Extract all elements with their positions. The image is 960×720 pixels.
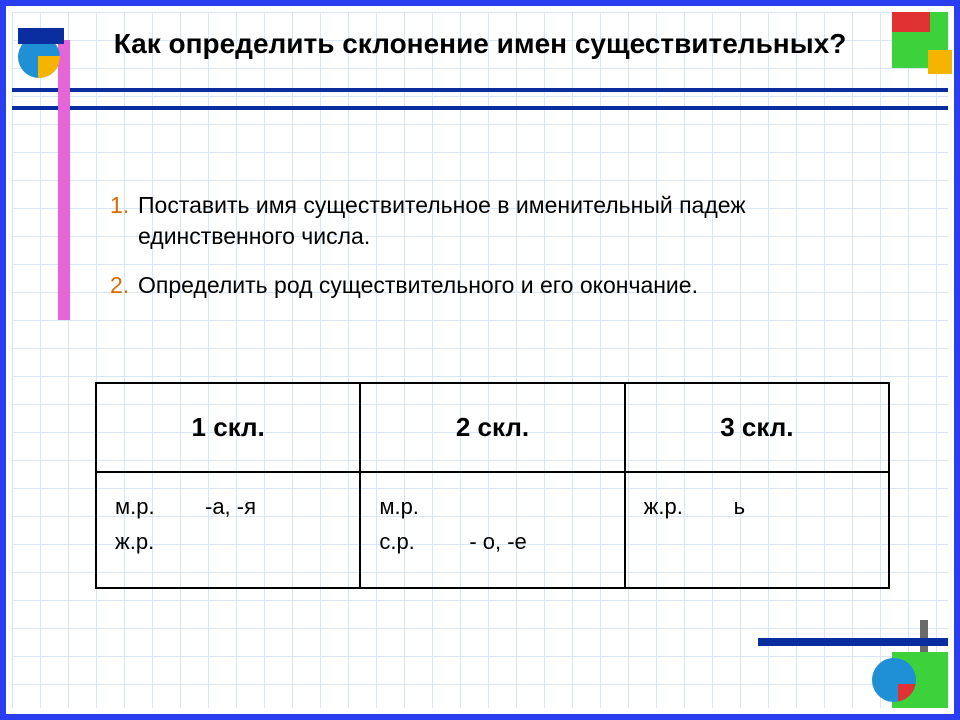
gender-label: м.р.	[115, 489, 175, 524]
col-header: 2 скл.	[360, 383, 624, 472]
list-text: Определить род существительного и его ок…	[138, 270, 698, 301]
endings: ь	[734, 489, 745, 524]
table-row: м.р. -а, -я ж.р. м.р. с.р. - о, -е	[96, 472, 889, 588]
declension-table: 1 скл. 2 скл. 3 скл. м.р. -а, -я ж.р. м.…	[95, 382, 890, 589]
page-title: Как определить склонение имен существите…	[100, 26, 860, 61]
table-cell: м.р. -а, -я ж.р.	[96, 472, 360, 588]
deco-top-left-square	[18, 28, 64, 44]
deco-top-right-box	[892, 12, 948, 68]
deco-horizontal-line-2	[12, 106, 948, 110]
list-number: 2.	[110, 270, 138, 301]
numbered-list: 1. Поставить имя существительное в имени…	[110, 190, 880, 319]
table-cell: м.р. с.р. - о, -е	[360, 472, 624, 588]
list-item: 1. Поставить имя существительное в имени…	[110, 190, 880, 252]
grid-background	[12, 12, 948, 708]
deco-bottom-hline	[758, 638, 948, 646]
deco-horizontal-line-1	[12, 88, 948, 92]
deco-pink-bar	[58, 40, 70, 320]
table-header-row: 1 скл. 2 скл. 3 скл.	[96, 383, 889, 472]
gender-label: ж.р.	[115, 524, 175, 559]
list-text: Поставить имя существительное в именител…	[138, 190, 880, 252]
endings: -а, -я	[205, 489, 256, 524]
deco-bottom-circle	[872, 658, 916, 702]
gender-label: с.р.	[379, 524, 439, 559]
table-cell: ж.р. ь	[625, 472, 889, 588]
list-item: 2. Определить род существительного и его…	[110, 270, 880, 301]
gender-label: ж.р.	[644, 489, 704, 524]
col-header: 3 скл.	[625, 383, 889, 472]
gender-label: м.р.	[379, 489, 439, 524]
col-header: 1 скл.	[96, 383, 360, 472]
endings: - о, -е	[469, 524, 526, 559]
list-number: 1.	[110, 190, 138, 252]
